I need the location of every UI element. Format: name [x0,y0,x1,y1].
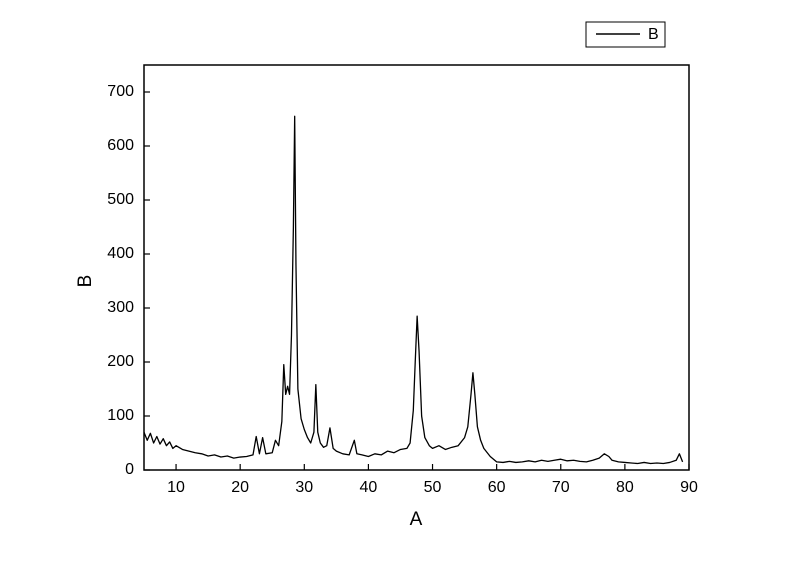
x-tick-label: 30 [295,479,313,496]
x-tick-label: 50 [424,479,442,496]
y-tick-label: 600 [107,137,134,154]
y-tick-label: 300 [107,299,134,316]
y-tick-label: 500 [107,191,134,208]
y-tick-label: 400 [107,245,134,262]
plot-frame [143,64,690,471]
y-axis-label: B [75,275,96,288]
x-tick-label: 10 [167,479,185,496]
y-tick-label: 700 [107,83,134,100]
x-tick-label: 90 [680,479,698,496]
y-tick-label: 200 [107,353,134,370]
y-tick-label: 100 [107,407,134,424]
data-line [143,115,684,465]
x-tick-label: 60 [488,479,506,496]
x-tick-label: 20 [231,479,249,496]
y-tick-label: 0 [125,461,134,478]
x-tick-label: 80 [616,479,634,496]
x-tick-label: 40 [360,479,378,496]
legend-label: B [648,26,659,43]
x-tick-label: 70 [552,479,570,496]
x-axis-label: A [410,509,423,530]
